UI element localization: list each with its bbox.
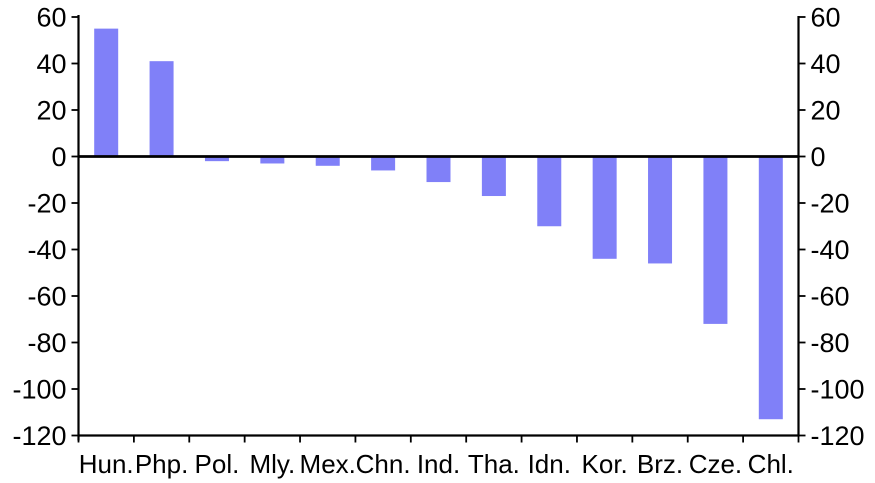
bar — [94, 28, 119, 157]
y-axis-left-tick-label: -100 — [12, 375, 66, 405]
bar — [481, 156, 506, 197]
bar — [758, 156, 783, 420]
bar — [592, 156, 617, 259]
y-axis-right-tick-label: 0 — [811, 142, 826, 172]
bar — [537, 156, 562, 227]
y-axis-right-tick-label: 60 — [811, 3, 841, 33]
bar — [204, 156, 229, 162]
y-axis-right-tick-label: -40 — [811, 235, 850, 265]
y-axis-left-tick-label: -60 — [27, 282, 66, 312]
x-axis-category-label: Tha. — [468, 449, 520, 479]
y-axis-left-tick-label: -80 — [27, 328, 66, 358]
x-axis-category-label: Mex. — [300, 449, 356, 479]
x-axis-category-label: Hun. — [79, 449, 134, 479]
x-axis-category-label: Chl. — [748, 449, 794, 479]
bar — [371, 156, 396, 171]
x-axis-category-label: Mly. — [249, 449, 295, 479]
y-axis-right-tick-label: -80 — [811, 328, 850, 358]
y-axis-right-tick-label: 40 — [811, 49, 841, 79]
bar — [703, 156, 728, 324]
bar — [260, 156, 285, 164]
y-axis-left-tick-label: -40 — [27, 235, 66, 265]
y-axis-right-tick-label: -100 — [811, 375, 865, 405]
x-axis-category-label: Idn. — [528, 449, 571, 479]
y-axis-right-tick-label: -120 — [811, 421, 865, 451]
x-axis-category-label: Cze. — [689, 449, 742, 479]
y-axis-left-tick-label: 20 — [36, 96, 66, 126]
x-axis-category-label: Pol. — [195, 449, 240, 479]
y-axis-left-tick-label: -20 — [27, 189, 66, 219]
y-axis-right-tick-label: -60 — [811, 282, 850, 312]
x-axis-category-label: Chn. — [356, 449, 411, 479]
x-axis-category-label: Brz. — [637, 449, 683, 479]
bar — [149, 61, 174, 157]
bar — [315, 156, 340, 166]
y-axis-left-tick-label: 0 — [51, 142, 66, 172]
y-axis-left-tick-label: -120 — [12, 421, 66, 451]
x-axis-category-label: Kor. — [582, 449, 628, 479]
y-axis-left-tick-label: 40 — [36, 49, 66, 79]
y-axis-right-tick-label: -20 — [811, 189, 850, 219]
y-axis-left-tick-label: 60 — [36, 3, 66, 33]
bar — [426, 156, 451, 183]
x-axis-category-label: Ind. — [417, 449, 460, 479]
bar — [648, 156, 673, 264]
x-axis-category-label: Php. — [135, 449, 189, 479]
y-axis-right-tick-label: 20 — [811, 96, 841, 126]
